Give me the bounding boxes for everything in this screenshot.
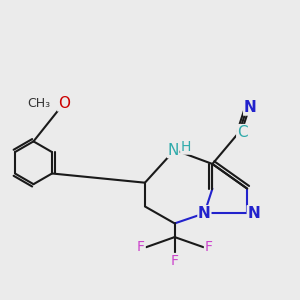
Text: N: N [198, 206, 211, 221]
Text: N: N [167, 142, 179, 158]
Text: N: N [244, 100, 256, 115]
Text: F: F [205, 240, 213, 254]
Text: F: F [137, 240, 145, 254]
Text: CH₃: CH₃ [28, 97, 51, 110]
Text: F: F [171, 254, 179, 268]
Text: N: N [248, 206, 260, 221]
Text: C: C [237, 125, 248, 140]
Text: H: H [181, 140, 191, 154]
Text: O: O [58, 96, 70, 111]
